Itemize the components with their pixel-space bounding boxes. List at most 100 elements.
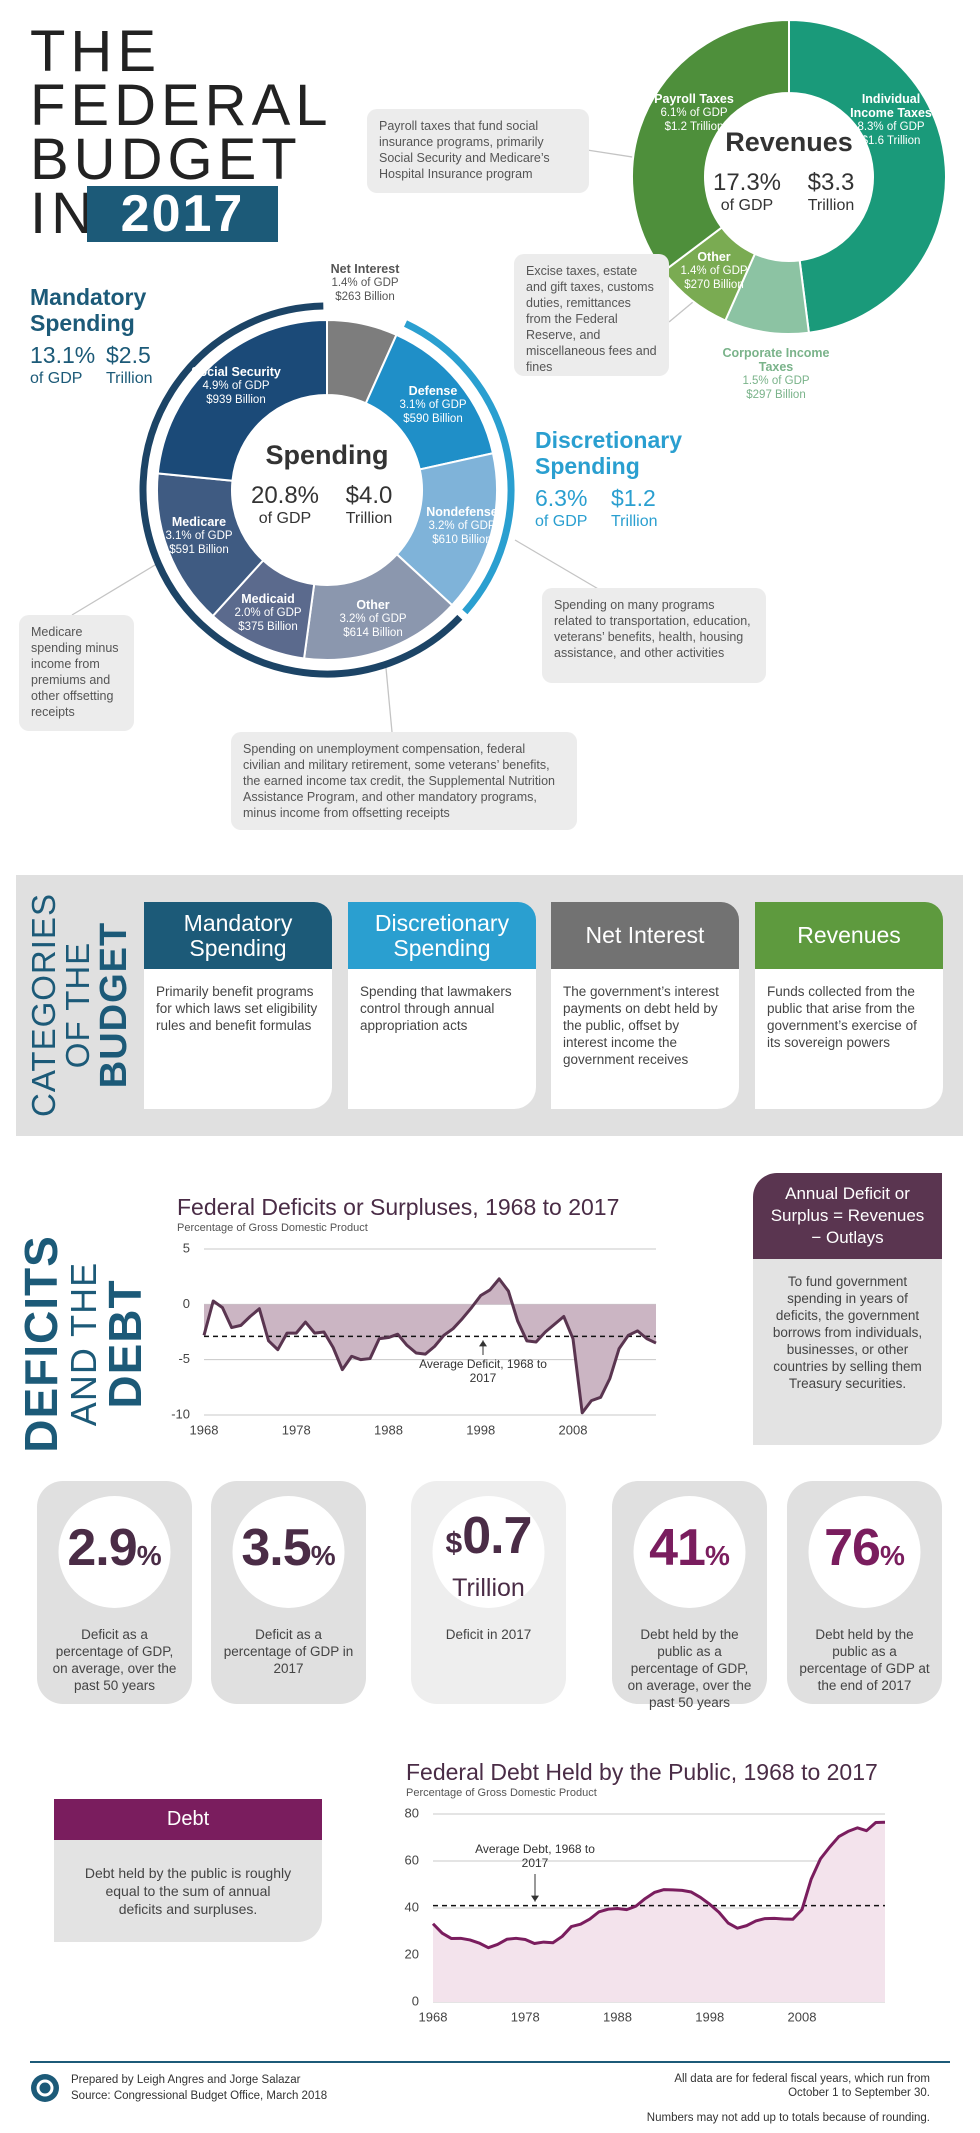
stat-text: Deficit as a percentage of GDP, on avera… — [52, 1627, 177, 1693]
x-tick-label: 1998 — [466, 1422, 495, 1437]
slice-value: 1.5% of GDP — [742, 375, 810, 387]
group-amount-label: Trillion — [611, 513, 658, 530]
card-body: Spending that lawmakers control through … — [348, 969, 536, 1109]
stat-number: 2.9 — [67, 1519, 137, 1577]
y-tick-label: 0 — [183, 1296, 190, 1311]
vertical-title-line: CATEGORIES — [24, 893, 62, 1117]
slice-amount: $1.6 Trillion — [861, 135, 921, 147]
slice-amount: $1.2 Trillion — [664, 121, 724, 133]
arrow-head — [479, 1340, 487, 1347]
stat-figure: 2.9% — [37, 1522, 192, 1587]
x-tick-label: 1978 — [282, 1422, 311, 1437]
slice-label: Net Interest 1.4% of GDP $263 Billion — [310, 262, 420, 304]
debt-body: Debt held by the public is roughly equal… — [54, 1840, 322, 1942]
slice-value: 3.2% of GDP — [339, 613, 407, 625]
title-line: THE — [30, 19, 161, 84]
pie-hole — [705, 93, 873, 261]
y-tick-label: -10 — [171, 1406, 190, 1421]
chart-subtitle: Percentage of Gross Domestic Product — [177, 1222, 368, 1234]
footer-fiscal: All data are for federal fiscal years, w… — [674, 2073, 930, 2099]
pie-amount: $4.0 — [345, 482, 393, 509]
pie-title: Spending — [265, 440, 389, 470]
slice-name: Net Interest — [330, 262, 400, 276]
vertical-title-line: AND THE — [62, 1261, 104, 1427]
stat-text: Deficit as a percentage of GDP in 2017 — [223, 1627, 354, 1676]
slice-label: Social Security 4.9% of GDP $939 Billion — [191, 365, 281, 407]
slice-value: 3.1% of GDP — [165, 530, 233, 542]
stat-suffix: % — [136, 1540, 162, 1571]
slice-amount: $591 Billion — [169, 544, 229, 556]
pie-amount-label: Trillion — [345, 510, 393, 527]
y-tick-label: 5 — [183, 1240, 190, 1255]
slice-label: Other 3.2% of GDP $614 Billion — [323, 598, 423, 640]
slice-name: Other — [356, 598, 390, 612]
slice-amount: $297 Billion — [746, 389, 806, 401]
stat-suffix: % — [310, 1540, 336, 1571]
vertical-title: DEFICITS AND THE DEBT — [15, 1204, 151, 1484]
slice-value: 3.1% of GDP — [399, 399, 467, 411]
slice-value: 6.1% of GDP — [660, 107, 728, 119]
title-year: 2017 — [87, 186, 278, 242]
x-tick-label: 1998 — [695, 2009, 724, 2024]
slice-label: Medicaid 2.0% of GDP $375 Billion — [218, 592, 318, 634]
slice-name: Medicaid — [241, 592, 295, 606]
pie-amount-label: Trillion — [807, 197, 855, 214]
card-header: Net Interest — [551, 902, 739, 969]
stat-suffix: % — [879, 1540, 905, 1571]
note: Payroll taxes that fund social insurance… — [367, 109, 589, 193]
chart-title: Federal Deficits or Surpluses, 1968 to 2… — [177, 1194, 620, 1220]
x-tick-label: 1988 — [374, 1422, 403, 1437]
vertical-title-line: OF THE — [58, 941, 96, 1069]
group-ring — [139, 302, 463, 678]
stat-circle — [633, 1496, 746, 1608]
slice-name: Social Security — [191, 365, 281, 379]
pie-hole — [232, 395, 422, 585]
y-tick-label: 80 — [405, 1805, 419, 1820]
logo-ring — [36, 2079, 54, 2097]
x-tick-label: 1968 — [190, 1422, 219, 1437]
pie-percent: 20.8% — [250, 482, 320, 509]
note: Medicare spending minus income from prem… — [19, 615, 134, 731]
slice-amount: $614 Billion — [343, 627, 403, 639]
slice-value: 2.0% of GDP — [234, 607, 302, 619]
area — [204, 1278, 656, 1413]
slice-amount: $610 Billion — [432, 534, 492, 546]
slice-amount: $375 Billion — [238, 621, 298, 633]
footer-rounding: Numbers may not add up to totals because… — [646, 2112, 930, 2124]
vertical-title-line: BUDGET — [92, 921, 135, 1089]
note: Excise taxes, estate and gift taxes, cus… — [514, 254, 669, 376]
pie-percent: 17.3% — [712, 169, 782, 196]
card-body: Primarily benefit programs for which law… — [144, 969, 332, 1109]
group-ring — [404, 320, 515, 615]
stat-circle — [232, 1496, 345, 1608]
x-tick-label: 1988 — [603, 2009, 632, 2024]
title-line: IN — [30, 181, 98, 246]
card-header: Discretionary Spending — [348, 902, 536, 969]
slice-label: Nondefense 3.2% of GDP $610 Billion — [412, 505, 512, 547]
slice-value: 1.4% of GDP — [331, 277, 399, 289]
annotation: Average Debt, 1968 to 2017 — [475, 1842, 595, 1870]
formula-header: Annual Deficit or Surplus = Revenues − O… — [753, 1173, 942, 1259]
connector — [514, 539, 601, 591]
line — [202, 1277, 657, 1415]
stat-figure: 41% — [612, 1522, 767, 1587]
stat-circle — [808, 1496, 921, 1608]
stat-number: 3.5 — [241, 1519, 311, 1577]
line — [431, 1820, 886, 1950]
title-line: BUDGET — [30, 127, 302, 192]
pie-percent-label: of GDP — [258, 510, 312, 527]
stat-text: Debt held by the public as a percentage … — [799, 1627, 930, 1693]
y-tick-label: 40 — [405, 1899, 419, 1914]
slice-label: Other 1.4% of GDP $270 Billion — [669, 250, 759, 292]
slice-value: 8.3% of GDP — [857, 121, 925, 133]
chart-title: Federal Debt Held by the Public, 1968 to… — [406, 1759, 878, 1785]
y-tick-label: -5 — [178, 1351, 190, 1366]
slice-name: Nondefense — [426, 505, 498, 519]
stat-text: Deficit in 2017 — [445, 1627, 532, 1642]
footer-source: Source: Congressional Budget Office, Mar… — [71, 2090, 328, 2102]
stat-text: Debt held by the public as a percentage … — [627, 1627, 752, 1710]
card-body: Funds collected from the public that ari… — [755, 969, 943, 1109]
group-amount: $1.2 — [611, 485, 656, 511]
stat-prefix: $ — [445, 1527, 463, 1560]
